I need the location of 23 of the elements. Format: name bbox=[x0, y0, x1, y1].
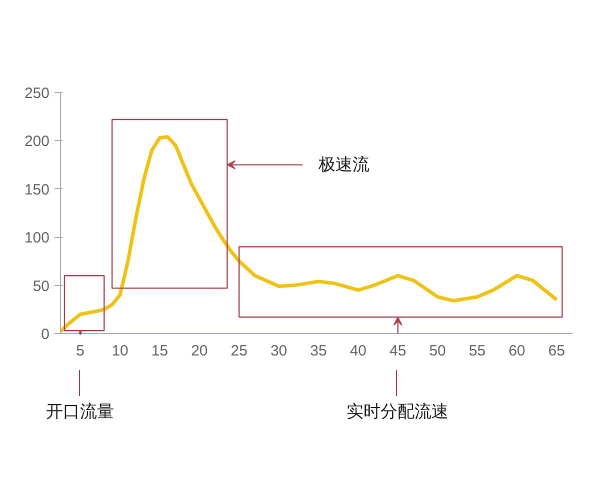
x-tick-label: 40 bbox=[350, 342, 367, 360]
x-tick-label: 15 bbox=[151, 342, 168, 360]
x-tick-label: 50 bbox=[429, 342, 446, 360]
x-tick-label: 25 bbox=[230, 342, 248, 360]
y-tick-label: 50 bbox=[32, 278, 50, 295]
y-tick-label: 150 bbox=[24, 181, 50, 198]
x-tick-label: 55 bbox=[468, 342, 486, 360]
y-tick-label: 0 bbox=[41, 326, 50, 343]
y-tick-label: 100 bbox=[24, 230, 50, 247]
x-tick-label: 65 bbox=[548, 342, 565, 360]
x-tick-label: 60 bbox=[508, 342, 526, 360]
x-tick-label: 5 bbox=[76, 342, 85, 360]
x-tick-label: 30 bbox=[270, 342, 288, 360]
annotation: 极速流 bbox=[317, 154, 370, 175]
y-tick-label: 200 bbox=[24, 133, 50, 150]
y-tick-label: 250 bbox=[24, 85, 50, 102]
line-series bbox=[60, 135, 558, 334]
x-tick-label: 20 bbox=[191, 342, 208, 360]
x-tick-label: 10 bbox=[112, 342, 128, 360]
x-tick-label: 35 bbox=[310, 342, 327, 360]
text: 实时分配流速 bbox=[346, 401, 448, 424]
text: 开口流量 bbox=[46, 401, 114, 424]
x-tick-label: 45 bbox=[390, 342, 406, 360]
